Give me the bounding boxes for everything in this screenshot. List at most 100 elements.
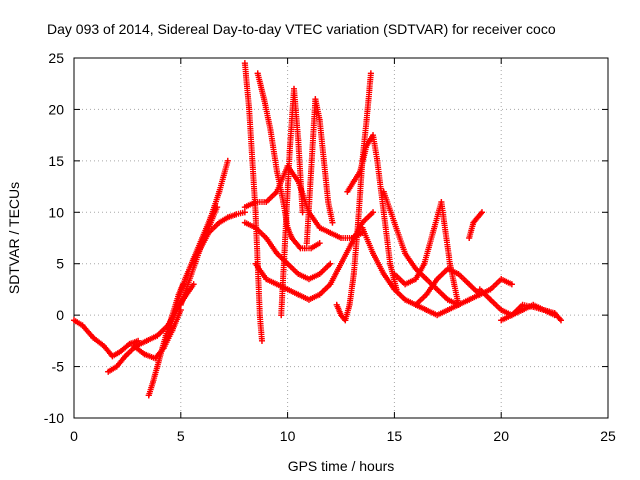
data-point	[295, 291, 302, 298]
data-point	[205, 229, 212, 236]
data-point	[190, 255, 197, 262]
data-point	[434, 312, 441, 319]
data-point	[421, 260, 428, 267]
data-point	[308, 245, 315, 252]
data-point	[241, 209, 248, 216]
x-tick-label: 25	[600, 428, 616, 444]
data-point	[423, 291, 430, 298]
data-point	[284, 163, 291, 169]
data-point	[329, 219, 336, 226]
data-point	[466, 296, 473, 303]
data-point	[387, 260, 394, 267]
data-point	[316, 224, 323, 231]
data-point	[154, 332, 161, 339]
data-point	[316, 240, 323, 247]
data-point	[284, 286, 291, 293]
data-point	[150, 379, 157, 385]
data-point	[327, 281, 334, 288]
data-point	[194, 250, 201, 257]
data-point	[263, 235, 270, 241]
data-point	[258, 337, 265, 344]
y-tick-label: 10	[48, 204, 64, 220]
data-point	[498, 317, 505, 324]
data-point	[519, 301, 526, 308]
data-point	[182, 276, 189, 283]
chart-title: Day 093 of 2014, Sidereal Day-to-day VTE…	[47, 21, 556, 37]
data-point	[370, 132, 377, 139]
data-point	[252, 260, 259, 267]
data-point	[346, 301, 353, 308]
data-point	[90, 334, 97, 341]
data-point	[224, 214, 231, 221]
data-point	[305, 296, 312, 303]
data-point	[100, 343, 107, 349]
data-point	[412, 276, 419, 283]
series-arc-steep-4	[303, 96, 336, 247]
data-point	[444, 265, 451, 272]
data-point	[402, 281, 409, 288]
data-point	[423, 307, 430, 313]
data-point	[295, 137, 302, 144]
y-tick-label: -5	[52, 359, 65, 375]
x-tick-label: 0	[70, 428, 78, 444]
series-markers	[177, 204, 221, 308]
data-point	[214, 204, 221, 211]
data-point	[530, 303, 537, 310]
x-tick-label: 15	[387, 428, 403, 444]
data-point	[141, 351, 148, 358]
data-point	[487, 296, 494, 303]
data-point	[423, 276, 430, 283]
data-point	[355, 219, 362, 226]
data-point	[476, 286, 483, 293]
data-point	[508, 312, 515, 319]
data-point	[498, 307, 505, 313]
y-tick-label: 5	[56, 256, 64, 272]
data-point	[117, 348, 124, 355]
data-point	[370, 250, 377, 257]
data-point	[160, 345, 167, 352]
data-point	[338, 312, 344, 319]
data-point	[466, 281, 473, 288]
series-arc-tail-2	[498, 301, 565, 324]
data-point	[303, 240, 310, 247]
data-point	[299, 209, 306, 216]
data-point	[273, 168, 280, 175]
data-point	[455, 271, 462, 277]
data-point	[71, 317, 77, 324]
x-tick-label: 10	[280, 428, 296, 444]
data-point	[282, 229, 289, 236]
data-point	[113, 363, 120, 370]
data-point	[308, 168, 315, 175]
axes-layer: 0 5 10 15 20 25 -10 -5 0 5 10 15 20 25	[44, 50, 616, 444]
data-point	[79, 322, 86, 329]
marker-layer	[71, 60, 565, 399]
series-markers	[105, 281, 197, 375]
x-axis-label: GPS time / hours	[288, 458, 395, 474]
y-tick-label: 25	[48, 50, 64, 66]
data-point	[263, 276, 270, 283]
data-point	[224, 157, 231, 164]
data-point	[305, 209, 312, 216]
data-point	[207, 219, 214, 226]
data-point	[252, 209, 259, 216]
series-arc-rise-2	[177, 204, 221, 308]
data-point	[327, 260, 334, 267]
data-point	[333, 301, 340, 308]
data-point	[216, 219, 223, 226]
data-point	[487, 286, 494, 293]
plot-frame	[73, 57, 609, 419]
data-point	[370, 209, 377, 216]
data-point	[429, 229, 436, 236]
data-point	[338, 260, 344, 267]
data-point	[455, 301, 462, 308]
data-point	[391, 286, 398, 293]
data-point	[143, 337, 150, 344]
data-point	[263, 199, 270, 205]
data-point	[402, 296, 409, 303]
series-arc-late-2	[466, 209, 485, 241]
grid-layer	[74, 58, 608, 418]
data-point	[246, 106, 253, 113]
data-point	[256, 312, 263, 319]
data-point	[177, 307, 184, 313]
